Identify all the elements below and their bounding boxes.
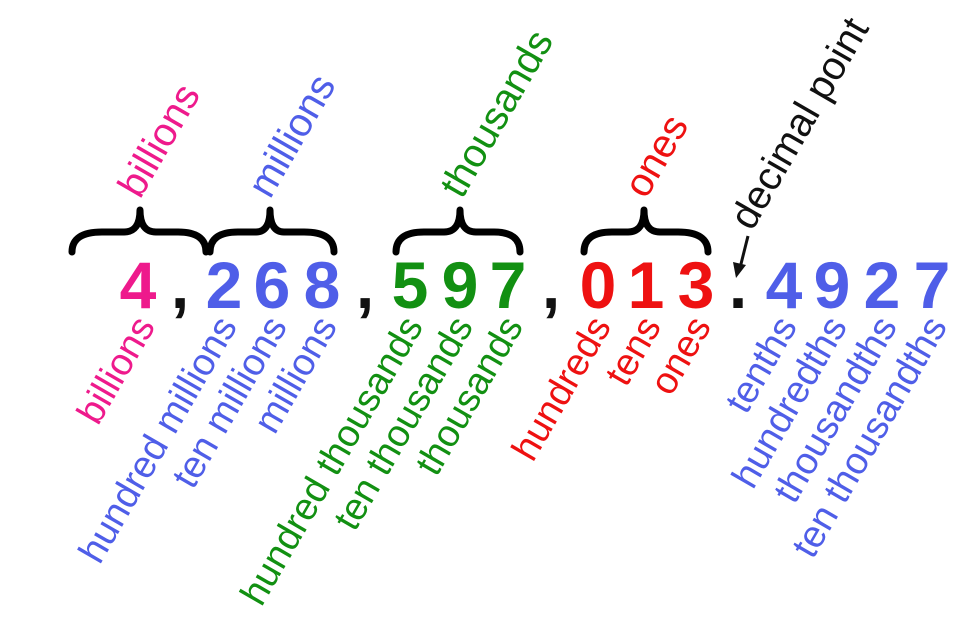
- brace-billions: [68, 206, 210, 256]
- digit-thousands: 7: [490, 248, 527, 322]
- comma-1: ,: [171, 248, 189, 322]
- digit-tenths: 4: [766, 248, 803, 322]
- brace-thousands: [392, 206, 524, 256]
- comma-2: ,: [356, 248, 374, 322]
- decimal-point: .: [729, 248, 747, 322]
- group-label-millions: millions: [240, 67, 345, 204]
- brace-ones: [580, 206, 712, 256]
- digit-hundred-millions: 2: [206, 248, 243, 322]
- digit-ten-thousandths: 7: [914, 248, 951, 322]
- digit-hundredths: 9: [814, 248, 851, 322]
- digit-millions: 8: [304, 248, 341, 322]
- digit-ten-thousands: 9: [442, 248, 479, 322]
- digit-thousandths: 2: [864, 248, 901, 322]
- group-label-billions: billions: [110, 77, 209, 205]
- digit-hundreds: 0: [580, 248, 617, 322]
- digit-billions: 4: [120, 248, 157, 322]
- brace-millions: [206, 206, 338, 256]
- digit-ones: 3: [678, 248, 715, 322]
- decimal-point-label: decimal point: [722, 10, 878, 236]
- group-label-thousands: thousands: [432, 23, 562, 205]
- comma-3: ,: [542, 248, 560, 322]
- digit-hundred-thousands: 5: [392, 248, 429, 322]
- decimal-point-arrow: [733, 235, 750, 278]
- digit-tens: 1: [628, 248, 665, 322]
- digit-ten-millions: 6: [254, 248, 291, 322]
- group-label-ones: ones: [616, 107, 697, 204]
